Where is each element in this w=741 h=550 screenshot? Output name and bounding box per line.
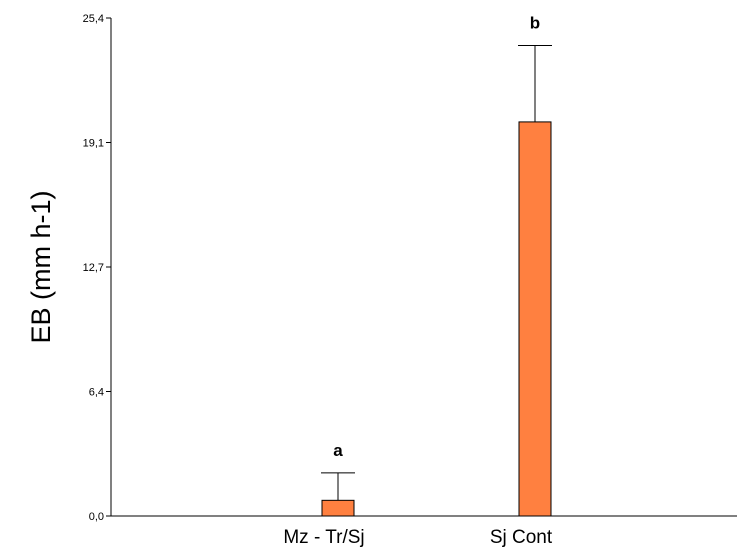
y-tick-label: 25,4 (83, 13, 104, 25)
bars: ab (321, 13, 552, 517)
axes (110, 18, 737, 517)
significance-label: a (333, 441, 343, 460)
y-tick-label: 19,1 (83, 138, 104, 150)
y-tick-label: 12,7 (83, 262, 104, 274)
significance-label: b (530, 13, 540, 32)
bar (321, 499, 355, 517)
y-ticks: 0,0 6,4 12,7 19,1 25,4 (83, 13, 111, 523)
y-tick-label: 0,0 (89, 511, 104, 523)
x-tick-labels: Mz - Tr/Sj Sj Cont (283, 527, 553, 548)
y-axis-title: EB (mm h-1) (26, 190, 56, 343)
x-category-label: Sj Cont (490, 527, 553, 548)
x-category-label: Mz - Tr/Sj (283, 527, 364, 548)
bar (518, 121, 552, 517)
y-tick-label: 6,4 (89, 387, 104, 399)
